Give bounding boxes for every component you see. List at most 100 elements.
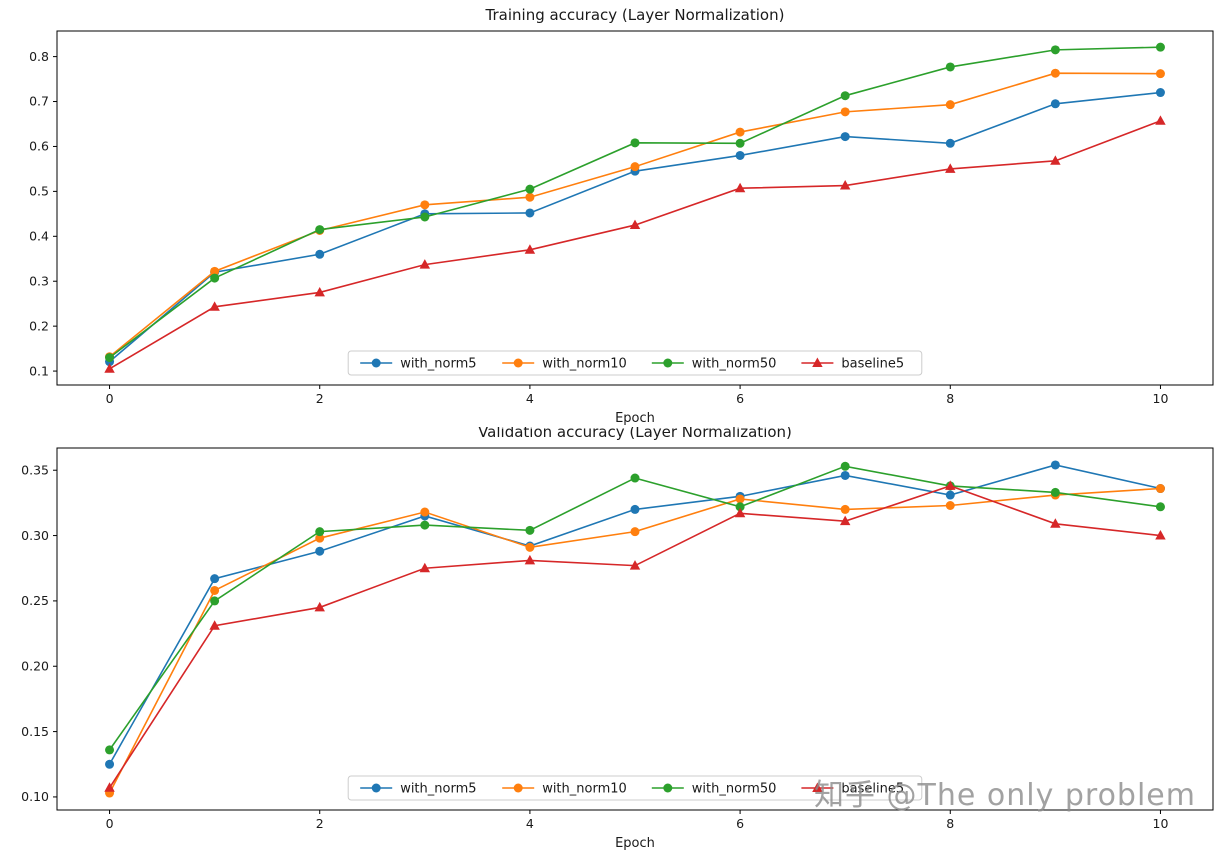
data-point-with_norm5 [945, 138, 955, 148]
data-point-with_norm50 [663, 358, 673, 368]
data-point-with_norm5 [1155, 88, 1165, 98]
series-line-with_norm50 [109, 46, 1161, 359]
x-tick-label: 2 [316, 816, 324, 831]
y-tick-label: 0.35 [21, 462, 49, 477]
data-point-with_norm50 [1050, 45, 1060, 55]
legend-label-with_norm5: with_norm5 [400, 357, 476, 372]
y-tick-label: 0.6 [29, 139, 49, 154]
y-tick-label: 0.30 [21, 528, 49, 543]
data-point-baseline5 [104, 363, 115, 373]
data-point-with_norm50 [630, 138, 640, 148]
data-point-with_norm10 [840, 504, 850, 514]
data-point-with_norm5 [525, 208, 535, 218]
data-point-with_norm5 [945, 490, 955, 500]
data-point-with_norm50 [105, 353, 115, 363]
x-tick-label: 8 [946, 816, 954, 831]
y-tick-label: 0.5 [29, 184, 49, 199]
data-point-with_norm5 [840, 470, 850, 480]
legend-label-with_norm50: with_norm50 [692, 782, 777, 797]
x-axis-label: Epoch [615, 411, 655, 426]
data-point-baseline5 [1155, 115, 1166, 125]
y-tick-label: 0.3 [29, 273, 49, 288]
data-point-with_norm50 [105, 745, 115, 755]
legend-label-with_norm10: with_norm10 [542, 782, 627, 797]
x-axis-label: Epoch [615, 836, 655, 851]
x-tick-label: 8 [946, 391, 954, 406]
y-tick-label: 0.25 [21, 593, 49, 608]
data-point-baseline5 [734, 507, 746, 518]
data-point-baseline5 [839, 180, 851, 190]
data-point-with_norm5 [371, 783, 381, 793]
data-point-with_norm10 [1050, 68, 1060, 78]
data-point-with_norm10 [210, 266, 220, 276]
data-point-with_norm5 [371, 358, 381, 368]
data-point-with_norm10 [420, 507, 430, 517]
data-point-with_norm50 [525, 184, 535, 194]
data-point-with_norm10 [1155, 484, 1165, 494]
data-point-with_norm50 [210, 273, 220, 283]
data-point-baseline5 [629, 560, 641, 570]
data-point-with_norm50 [735, 502, 745, 512]
x-tick-label: 4 [526, 391, 534, 406]
data-point-baseline5 [314, 286, 325, 297]
data-point-baseline5 [419, 259, 431, 269]
y-tick-label: 0.7 [29, 94, 49, 109]
legend-label-with_norm50: with_norm50 [692, 357, 777, 372]
y-tick-label: 0.8 [29, 49, 49, 64]
data-point-baseline5 [629, 219, 641, 230]
data-point-with_norm50 [525, 525, 535, 535]
axes-frame [56, 30, 1214, 386]
data-point-baseline5 [734, 182, 746, 193]
data-point-baseline5 [1050, 518, 1061, 528]
data-point-with_norm50 [420, 212, 430, 222]
data-point-with_norm5 [1050, 460, 1060, 470]
data-point-with_norm50 [1050, 487, 1060, 497]
data-point-baseline5 [945, 480, 956, 490]
data-point-with_norm5 [210, 574, 220, 584]
data-point-with_norm10 [945, 501, 955, 511]
x-tick-label: 4 [526, 816, 534, 831]
data-point-with_norm50 [663, 783, 673, 793]
y-tick-label: 0.15 [21, 724, 49, 739]
data-point-baseline5 [812, 357, 823, 367]
chart-title: Validation accuracy (Layer Normalization… [478, 427, 792, 441]
data-point-with_norm50 [210, 596, 220, 606]
legend-label-baseline5: baseline5 [841, 357, 904, 372]
y-tick-label: 0.20 [21, 658, 49, 673]
data-point-with_norm50 [840, 461, 850, 471]
data-point-baseline5 [1050, 155, 1061, 165]
x-tick-label: 10 [1153, 816, 1169, 831]
data-point-baseline5 [524, 554, 536, 565]
data-point-with_norm5 [315, 249, 325, 259]
data-point-with_norm50 [630, 473, 640, 483]
x-tick-label: 10 [1153, 391, 1169, 406]
data-point-with_norm10 [1155, 69, 1165, 79]
data-point-with_norm10 [840, 107, 850, 117]
y-tick-label: 0.4 [29, 229, 49, 244]
series-line-with_norm10 [109, 72, 1161, 358]
data-point-with_norm10 [420, 200, 430, 210]
x-tick-label: 0 [106, 391, 114, 406]
data-point-with_norm10 [945, 100, 955, 110]
legend-label-baseline5: baseline5 [841, 782, 904, 797]
data-point-with_norm5 [840, 132, 850, 142]
data-point-with_norm10 [513, 783, 523, 793]
data-point-with_norm5 [315, 546, 325, 556]
legend-label-with_norm10: with_norm10 [542, 357, 627, 372]
data-point-baseline5 [812, 782, 823, 792]
y-tick-label: 0.2 [29, 318, 49, 333]
data-point-with_norm50 [315, 225, 325, 235]
data-point-with_norm50 [315, 527, 325, 537]
data-point-with_norm10 [513, 358, 523, 368]
data-point-with_norm50 [1155, 502, 1165, 512]
x-tick-label: 6 [736, 816, 744, 831]
validation-accuracy-chart: Validation accuracy (Layer Normalization… [21, 427, 1214, 851]
data-point-baseline5 [209, 301, 220, 311]
data-point-with_norm50 [945, 62, 955, 72]
data-point-with_norm10 [315, 533, 325, 543]
data-point-with_norm10 [210, 585, 220, 595]
series-line-baseline5 [109, 120, 1161, 370]
y-tick-label: 0.10 [21, 789, 49, 804]
data-point-baseline5 [839, 515, 851, 526]
